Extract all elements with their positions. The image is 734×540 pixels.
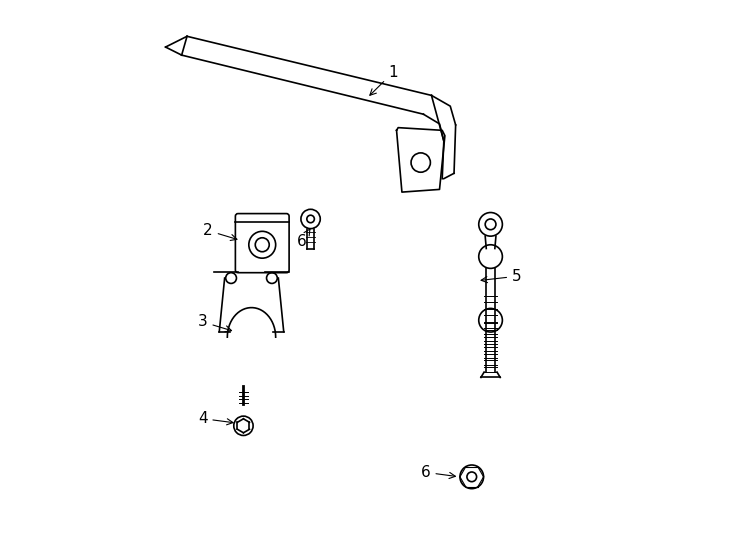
Text: 1: 1 xyxy=(370,65,398,95)
Text: 6: 6 xyxy=(297,228,310,249)
Text: 3: 3 xyxy=(197,314,231,332)
Text: 4: 4 xyxy=(197,411,233,426)
Text: 5: 5 xyxy=(481,269,522,284)
Text: 2: 2 xyxy=(203,223,237,240)
Text: 6: 6 xyxy=(421,465,455,480)
